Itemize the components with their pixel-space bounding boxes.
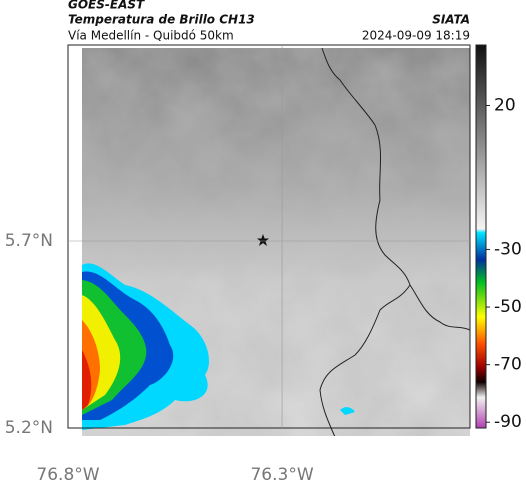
y-tick-label: 5.7°N — [5, 231, 53, 251]
source: GOES-EAST — [68, 0, 145, 12]
colorbar-tick-label: -70 — [494, 355, 522, 375]
datetime: 2024-09-09 18:19 — [362, 29, 470, 43]
x-tick-label: 76.3°W — [250, 465, 313, 485]
colorbar-tick-label: 20 — [494, 95, 516, 115]
map-frame — [67, 44, 471, 429]
title: Temperatura de Brillo CH13 — [68, 13, 255, 27]
org: SIATA — [432, 13, 470, 27]
colorbar-tick-label: -50 — [494, 297, 522, 317]
colorbar-tick-label: -30 — [494, 239, 522, 259]
colorbar — [475, 44, 487, 429]
x-tick-label: 76.8°W — [36, 465, 99, 485]
y-tick-label: 5.2°N — [5, 418, 53, 438]
axes: 76.8°W 76.3°W 5.2°N 5.7°N 20 -30 -50 -70 -90 — [5, 45, 522, 485]
subtitle: Vía Medellín - Quibdó 50km — [68, 29, 234, 43]
location-star — [257, 234, 269, 246]
satellite-image — [82, 48, 470, 437]
colorbar-tick-label: -90 — [494, 412, 522, 432]
